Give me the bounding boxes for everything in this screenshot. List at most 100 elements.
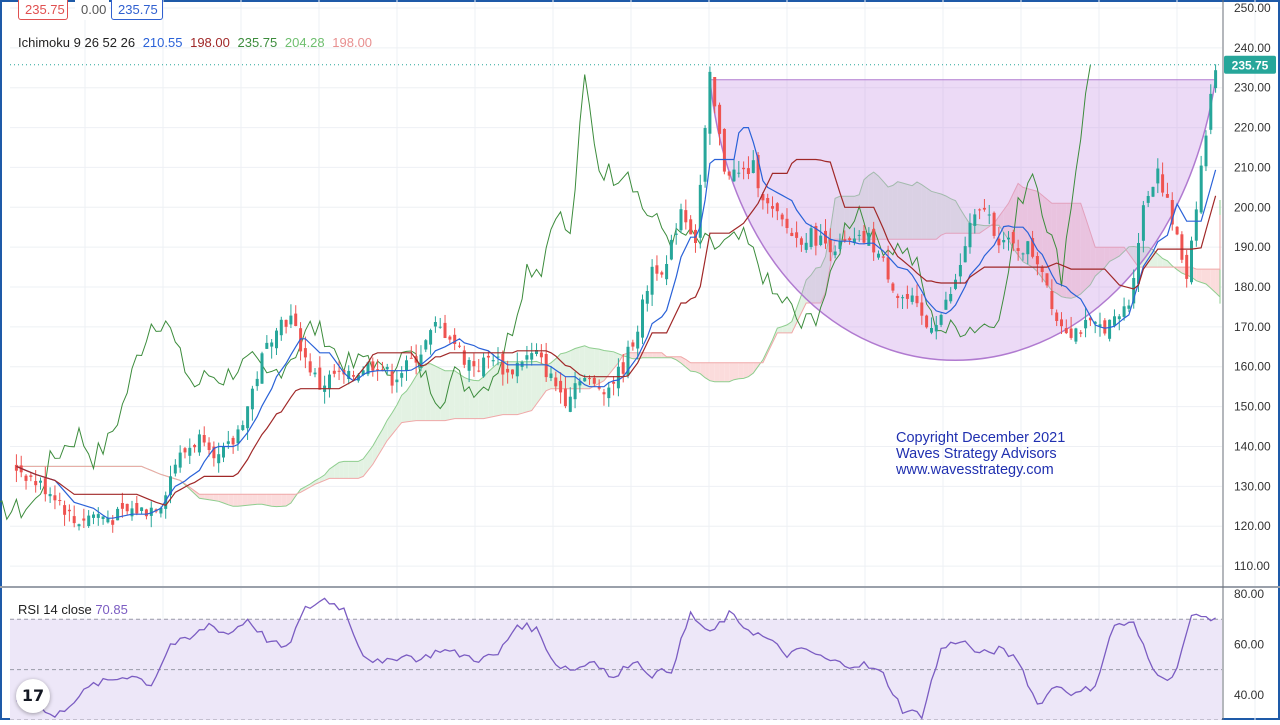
cloud-segment: [912, 182, 917, 240]
tenkan-sen-line: [16, 127, 1217, 519]
cloud-segment: [218, 494, 224, 504]
candle-body: [1108, 319, 1112, 339]
cloud-segment: [729, 362, 734, 382]
cloud-segment: [329, 465, 335, 479]
candle-body: [506, 368, 510, 373]
ichimoku-legend[interactable]: Ichimoku 9 26 52 26 210.55 198.00 235.75…: [18, 35, 376, 50]
candle-body: [164, 495, 168, 509]
candle-body: [395, 379, 399, 383]
cloud-segment: [343, 461, 349, 479]
last-price-tag: [1224, 55, 1276, 74]
candle-body: [737, 172, 741, 174]
candle-body: [756, 155, 760, 189]
cloud-segment: [252, 494, 258, 505]
cloud-segment: [647, 352, 653, 358]
candle-body: [905, 294, 909, 299]
candle-body: [1093, 321, 1097, 324]
candle-body: [433, 322, 437, 327]
candle-body: [106, 517, 110, 523]
cloud-segment: [1100, 247, 1105, 272]
candle-body: [1055, 312, 1059, 321]
candle-body: [29, 475, 33, 477]
cloud-segment: [334, 462, 340, 479]
candle-body: [1060, 319, 1063, 327]
candle-body: [665, 264, 669, 280]
candle-body: [563, 388, 567, 407]
candle-body: [226, 441, 230, 444]
candle-body: [58, 500, 62, 501]
candle-body: [438, 326, 442, 328]
tradingview-logo[interactable]: 17: [16, 679, 50, 713]
candle-body: [1040, 266, 1044, 272]
candle-body: [458, 345, 461, 347]
cloud-segment: [435, 366, 441, 421]
cloud-segment: [367, 445, 373, 471]
candle-body: [896, 295, 900, 298]
candle-body: [486, 355, 490, 358]
candle-body: [655, 265, 659, 274]
candle-body: [87, 515, 91, 526]
candle-body: [554, 377, 558, 387]
candle-body: [679, 209, 683, 231]
candle-body: [1074, 328, 1078, 342]
cloud-segment: [464, 377, 470, 419]
candle-body: [833, 251, 837, 256]
cloud-segment: [1128, 246, 1134, 261]
cloud-segment: [700, 362, 706, 378]
cloud-segment: [695, 362, 701, 374]
candle-body: [674, 233, 678, 235]
cloud-segment: [608, 351, 614, 375]
cloud-segment: [652, 352, 657, 358]
cloud-segment: [599, 349, 604, 384]
candle-body: [982, 207, 986, 210]
candle-body: [308, 361, 312, 373]
cloud-segment: [632, 352, 638, 359]
candle-body: [1122, 306, 1126, 317]
cloud-segment: [955, 200, 961, 234]
candle-body: [780, 214, 784, 220]
cloud-segment: [526, 361, 532, 412]
cloud-segment: [478, 376, 484, 419]
candle-body: [621, 362, 625, 374]
candle-body: [207, 442, 211, 450]
candle-body: [116, 508, 120, 521]
candle-body: [34, 481, 38, 486]
candle-body: [867, 232, 871, 246]
cloud-segment: [228, 494, 234, 507]
rsi-legend[interactable]: RSI 14 close 70.85: [18, 602, 128, 617]
copyright-watermark: Copyright December 2021 Waves Strategy A…: [896, 430, 1065, 478]
candle-body: [684, 210, 688, 223]
price-axis-tick-label: 250.00: [1234, 1, 1271, 15]
cloud-segment: [493, 363, 499, 417]
cloud-segment: [917, 182, 922, 240]
candle-body: [535, 350, 538, 354]
candle-body: [877, 253, 880, 258]
cloud-segment: [681, 356, 686, 368]
candle-body: [313, 372, 317, 375]
copyright-line-3: www.wavesstrategy.com: [896, 462, 1054, 478]
candle-body: [539, 352, 543, 358]
candle-body: [501, 353, 505, 375]
candle-body: [1175, 226, 1179, 235]
cloud-segment: [237, 494, 243, 507]
senkou-span-b-line: [16, 182, 1221, 495]
candle-body: [645, 291, 649, 304]
candle-body: [597, 386, 601, 389]
cloud-segment: [358, 458, 364, 479]
candle-body: [303, 348, 307, 358]
candle-body: [1127, 305, 1131, 309]
candle-body: [120, 503, 124, 509]
candle-body: [775, 203, 779, 212]
candle-body: [722, 129, 726, 172]
candle-body: [448, 336, 452, 340]
cup-pattern-fill: [709, 79, 1216, 361]
candle-body: [366, 362, 370, 375]
candle-body: [385, 366, 389, 370]
cloud-segment: [656, 352, 662, 358]
candle-body: [1021, 253, 1025, 255]
candle-body: [462, 350, 466, 365]
cloud-segment: [811, 268, 816, 303]
header-value-box-1: 235.75: [18, 0, 68, 20]
